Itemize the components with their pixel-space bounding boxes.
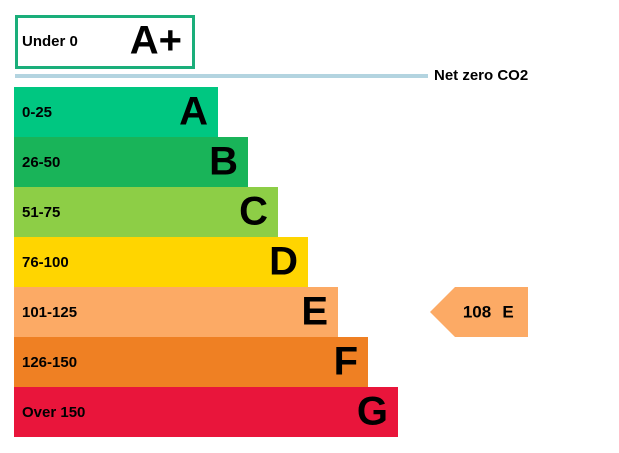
band-bar — [14, 287, 338, 337]
band-letter: F — [334, 340, 358, 384]
current-rating-letter: E — [502, 302, 513, 321]
band-bar — [14, 187, 278, 237]
band-range: 51-75 — [22, 204, 60, 221]
top-band-letter: A+ — [130, 19, 182, 63]
band-range: 0-25 — [22, 104, 52, 121]
band-letter: A — [179, 90, 208, 134]
current-rating-value: 108 — [463, 302, 491, 321]
band-range: 126-150 — [22, 354, 77, 371]
band-range: Over 150 — [22, 404, 85, 421]
band-bar — [14, 137, 248, 187]
net-zero-label: Net zero CO2 — [434, 67, 528, 84]
bands: 0-25 A 26-50 B 51-75 C 76-100 D 101-125 E 126-150 F… — [14, 87, 398, 437]
band-bar — [14, 237, 308, 287]
band-bar — [14, 387, 398, 437]
band-letter: C — [239, 190, 268, 234]
band-letter: D — [269, 240, 298, 284]
current-rating-arrow — [430, 287, 528, 337]
band-bar — [14, 87, 218, 137]
band-range: 101-125 — [22, 304, 77, 321]
band-bar — [14, 337, 368, 387]
top-band-range: Under 0 — [22, 33, 78, 50]
band-letter: B — [209, 140, 238, 184]
band-letter: G — [357, 390, 388, 434]
band-range: 26-50 — [22, 154, 60, 171]
band-letter: E — [301, 290, 328, 334]
current-rating: 108 E — [430, 287, 528, 337]
band-range: 76-100 — [22, 254, 69, 271]
top-band-box — [15, 15, 195, 69]
